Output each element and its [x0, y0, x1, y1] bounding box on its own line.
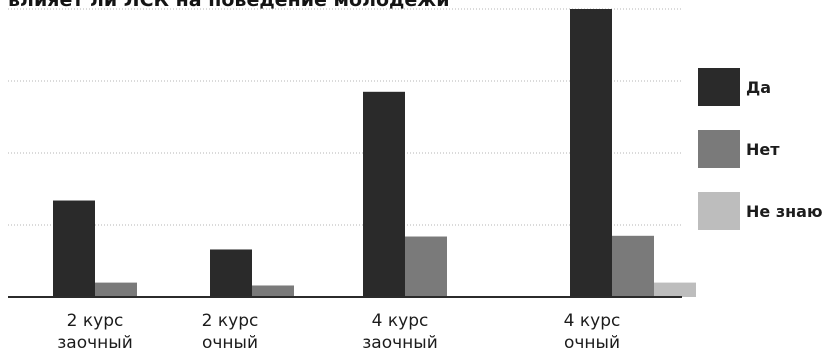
category-label-line2: очный: [563, 333, 621, 353]
bar-net-1: [95, 282, 137, 297]
category-label-line1: 4 курс: [371, 311, 429, 331]
bar-net-3: [405, 236, 447, 297]
legend-label: Да: [746, 77, 772, 97]
category-label-line1: 4 курс: [563, 311, 621, 331]
legend-item-da: Да: [698, 68, 771, 106]
category-label-line2: заочный: [362, 333, 438, 353]
bar-da-4: [570, 9, 612, 297]
category-label-1: 2 курс заочный: [30, 310, 160, 354]
bars: [53, 9, 696, 297]
legend-label: Не знаю: [746, 201, 823, 221]
chart-title: влияет ли ЛСК на поведение молодежи: [8, 0, 450, 11]
bar-ne-znayu-4: [654, 282, 696, 297]
legend-label: Нет: [746, 139, 780, 159]
category-label-line2: заочный: [57, 333, 133, 353]
bar-da-3: [363, 91, 405, 297]
legend-swatch: [698, 192, 740, 230]
bar-da-1: [53, 200, 95, 297]
legend-item-ne-znayu: Не знаю: [698, 192, 823, 230]
legend-swatch: [698, 130, 740, 168]
category-label-4: 4 курс очный: [527, 310, 657, 354]
gridlines: [8, 8, 682, 226]
bar-net-2: [252, 285, 294, 297]
category-label-line2: очный: [201, 333, 259, 353]
legend-swatch: [698, 68, 740, 106]
category-label-3: 4 курс заочный: [335, 310, 465, 354]
bar-net-4: [612, 235, 654, 297]
category-label-line1: 2 курс: [201, 311, 259, 331]
legend-item-net: Нет: [698, 130, 780, 168]
bar-da-2: [210, 249, 252, 297]
category-label-2: 2 курс очный: [165, 310, 295, 354]
category-label-line1: 2 курс: [66, 311, 124, 331]
